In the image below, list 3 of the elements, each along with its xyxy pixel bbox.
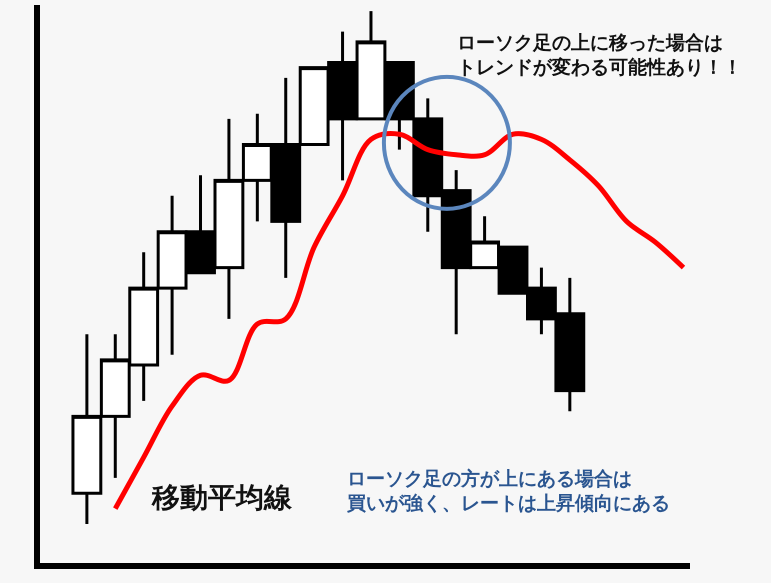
annotation: ローソク足の方が上にある場合は買いが強く、レートは上昇傾向にある bbox=[346, 468, 670, 515]
annotation: ローソク足の上に移った場合はトレンドが変わる可能性あり！！ bbox=[457, 32, 742, 79]
series-label: 移動平均線 bbox=[151, 481, 293, 514]
